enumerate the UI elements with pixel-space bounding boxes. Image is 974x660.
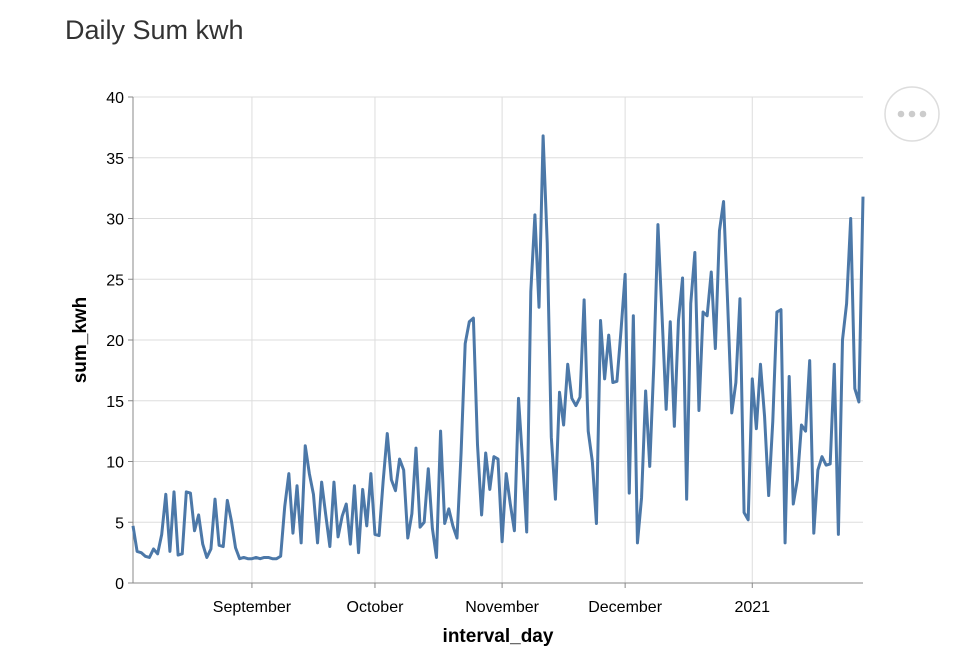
y-tick-label: 25 [106,272,124,289]
y-tick-label: 20 [106,333,124,350]
x-axis-title: interval_day [443,626,554,647]
y-tick-label: 10 [106,455,124,472]
y-tick-label: 15 [106,394,124,411]
y-tick-label: 30 [106,212,124,229]
menu-dot [919,110,927,118]
y-tick-label: 35 [106,151,124,168]
data-line [131,134,865,561]
y-tick-label: 40 [106,90,124,107]
menu-dot [897,110,905,118]
menu-button[interactable] [884,86,940,142]
chart-title: Daily Sum kwh [65,15,244,45]
x-tick-label: 2021 [734,599,770,616]
menu-dot [908,110,916,118]
y-tick-label: 0 [115,576,124,593]
x-tick-label: November [465,599,539,616]
x-tick-label: September [213,599,292,616]
x-tick-label: December [588,599,662,616]
y-axis-title: sum_kwh [70,297,91,384]
y-tick-label: 5 [115,515,124,532]
x-tick-label: October [347,599,405,616]
